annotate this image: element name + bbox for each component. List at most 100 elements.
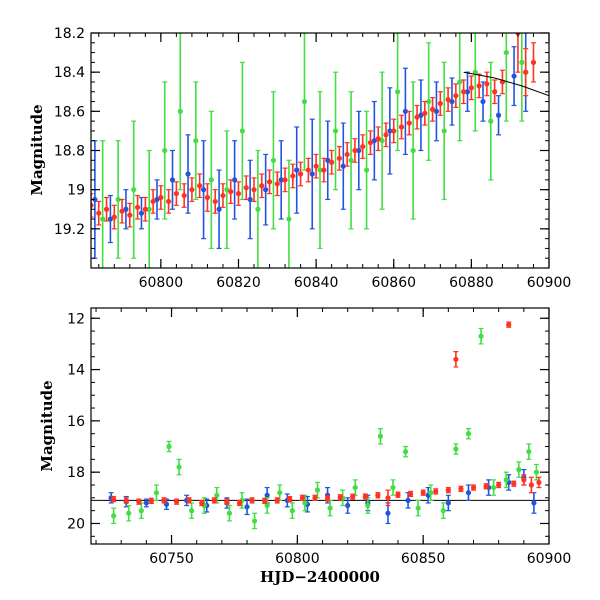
top-series-2-point-55 <box>523 48 529 97</box>
data-point <box>352 147 358 154</box>
top-series-2-point-25 <box>282 167 288 193</box>
top-series-2-point-53 <box>499 69 506 95</box>
bottom-series-2-point-14 <box>287 495 293 503</box>
bottom-series-1-point-2 <box>138 502 144 519</box>
bottom-series-1-point-34 <box>533 463 540 481</box>
data-point <box>232 177 238 183</box>
top-series-2-point-51 <box>484 71 490 97</box>
y-tick-label: 18.6 <box>54 104 85 120</box>
bottom-series-2-point-21 <box>375 492 381 499</box>
data-point <box>437 100 443 107</box>
data-point <box>391 128 397 134</box>
data-point <box>453 93 459 99</box>
top-series-2-point-1 <box>96 200 102 226</box>
y-tick-label: 19 <box>67 183 85 199</box>
data-point <box>200 187 207 193</box>
data-point <box>531 500 537 506</box>
data-point <box>519 59 525 65</box>
bottom-series-2-point-36 <box>528 476 534 494</box>
bottom-series-1-point-28 <box>465 427 472 440</box>
data-point <box>478 333 484 339</box>
data-point <box>259 183 265 189</box>
data-point <box>476 83 482 89</box>
bottom-series-1-point-4 <box>166 440 172 453</box>
data-point <box>239 128 245 134</box>
data-point <box>480 98 486 105</box>
top-series-0-point-25 <box>480 81 486 122</box>
data-point <box>491 484 497 491</box>
top-series-1-point-5 <box>177 33 183 191</box>
top-series-0-point-14 <box>309 118 315 230</box>
data-point <box>186 497 192 503</box>
y-tick-label: 18 <box>67 465 85 481</box>
data-point <box>483 483 489 489</box>
data-point <box>533 469 540 475</box>
data-point <box>516 467 522 473</box>
top-series-2-point-24 <box>274 171 280 197</box>
top-panel: 60800 60820 60840 60860 60880 60900 18.2 18.4 18… <box>28 26 571 291</box>
data-point <box>492 89 498 95</box>
top-series-0-point-24 <box>464 71 471 112</box>
top-series-2-point-42 <box>414 104 420 130</box>
data-point <box>375 492 381 498</box>
x-tick-label: 60840 <box>294 275 339 291</box>
data-point <box>266 179 273 185</box>
data-point <box>458 486 464 492</box>
data-point <box>169 177 176 183</box>
data-point <box>204 194 211 201</box>
data-point <box>426 98 432 105</box>
bottom-series-0 <box>108 469 537 525</box>
data-point <box>418 112 424 118</box>
data-point <box>371 138 377 144</box>
top-series-2-point-21 <box>251 177 257 203</box>
bottom-series-2-point-13 <box>274 497 280 504</box>
top-series-1-point-2 <box>131 120 137 259</box>
top-series-2 <box>91 33 537 230</box>
data-point <box>314 487 321 493</box>
top-series-1-point-17 <box>363 110 370 230</box>
data-point <box>158 194 164 201</box>
data-point <box>377 433 383 439</box>
data-point <box>123 497 129 503</box>
data-point <box>344 151 350 158</box>
data-point <box>247 196 253 203</box>
data-point <box>138 508 144 514</box>
top-series-0-point-20 <box>402 67 408 156</box>
data-point <box>350 494 356 500</box>
top-series-2-point-16 <box>212 189 218 214</box>
top-plot-area <box>91 33 549 268</box>
data-point <box>414 114 420 120</box>
data-point <box>236 500 243 506</box>
top-series-2-point-18 <box>228 179 234 204</box>
data-point <box>387 128 393 134</box>
top-series-2-point-34 <box>352 138 358 163</box>
top-series-2-point-10 <box>166 189 172 214</box>
data-point <box>325 157 331 163</box>
top-axes: 60800 60820 60840 60860 60880 60900 18.2 18.4 18… <box>54 26 571 291</box>
top-series-1-point-1 <box>115 140 121 259</box>
data-point <box>126 510 132 516</box>
data-point <box>96 210 102 216</box>
data-point <box>317 167 323 173</box>
data-point <box>457 79 463 85</box>
top-series-2-point-4 <box>119 198 125 224</box>
data-point <box>274 181 280 187</box>
data-point <box>336 155 343 161</box>
data-point <box>290 173 296 179</box>
data-point <box>244 504 250 510</box>
data-point <box>111 513 117 519</box>
data-point <box>453 356 459 362</box>
top-y-axis-title: Magnitude <box>28 104 46 195</box>
top-series-1-point-12 <box>286 159 292 268</box>
y-tick-label: 18.4 <box>54 65 85 81</box>
data-point <box>429 106 436 112</box>
top-series-0-point-13 <box>294 126 300 214</box>
data-point <box>274 497 280 503</box>
top-series-0-point-16 <box>340 122 346 210</box>
data-point <box>402 449 409 455</box>
y-tick-label: 12 <box>67 311 85 327</box>
top-series-2-point-40 <box>398 114 405 140</box>
bottom-series-2-point-17 <box>324 495 331 502</box>
top-series-2-point-0 <box>91 192 94 218</box>
